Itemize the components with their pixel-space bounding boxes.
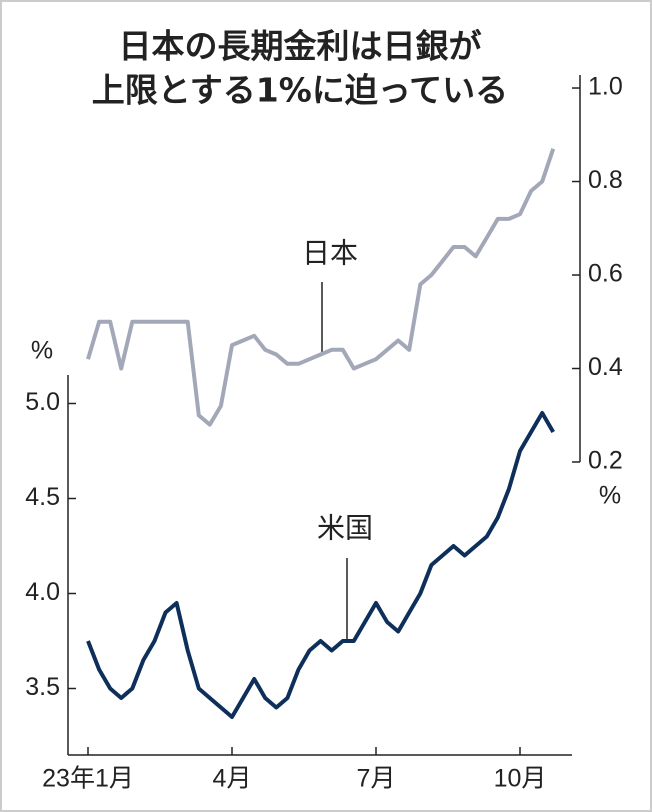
series-label: 日本	[302, 237, 358, 268]
y2-tick-label: 0.2	[588, 447, 623, 475]
y-tick-label: 5.0	[25, 388, 60, 416]
y2-tick-label: 0.4	[588, 353, 623, 381]
y2-tick-label: 0.6	[588, 260, 623, 288]
title-line: 日本の長期金利は日銀が	[119, 27, 482, 66]
y-tick-label: 4.0	[25, 578, 60, 606]
x-tick-label: 10月	[494, 765, 547, 793]
line-series	[86, 148, 556, 427]
y-tick-label: 4.5	[25, 483, 60, 511]
y2-axis-label: %	[599, 482, 621, 510]
y2-tick-label: 0.8	[588, 166, 623, 194]
y-axis-label: %	[31, 337, 53, 365]
line-series	[86, 411, 555, 719]
x-tick-label: 4月	[213, 765, 252, 793]
x-tick-label: 23年1月	[42, 765, 134, 793]
series-label: 米国	[317, 512, 373, 543]
x-tick-label: 7月	[357, 765, 396, 793]
y-tick-label: 3.5	[25, 673, 60, 701]
title-line: 上限とする1%に迫っている	[92, 71, 508, 110]
y2-tick-label: 1.0	[588, 73, 623, 101]
